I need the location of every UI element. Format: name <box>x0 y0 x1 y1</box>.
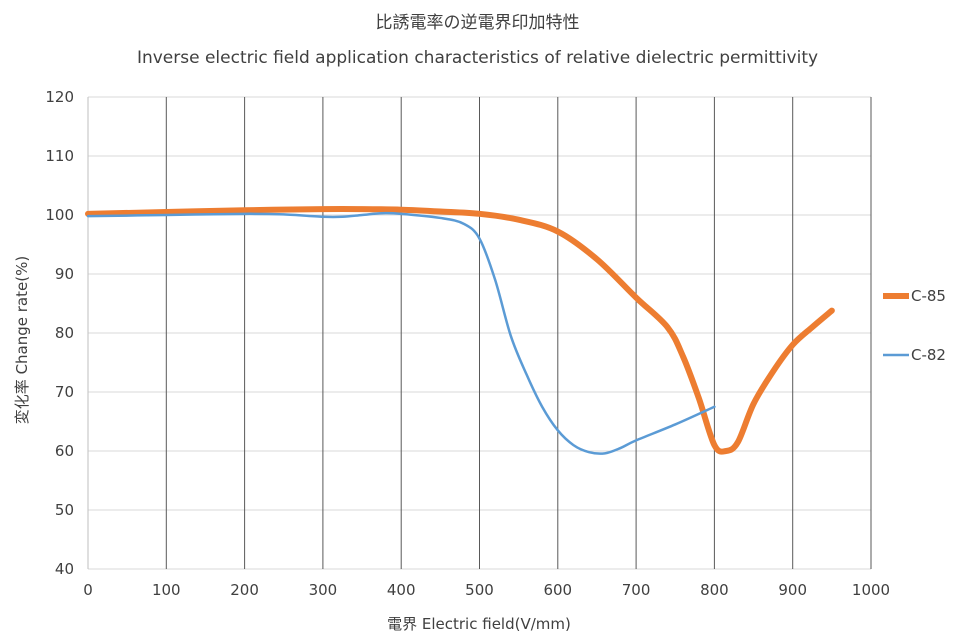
x-tick-label: 400 <box>387 581 416 599</box>
y-tick-label: 50 <box>55 501 74 519</box>
x-tick-label: 800 <box>700 581 729 599</box>
y-tick-label: 60 <box>55 442 74 460</box>
y-axis-label: 変化率 Change rate(%) <box>13 256 31 424</box>
y-tick-label: 70 <box>55 383 74 401</box>
x-tick-label: 100 <box>152 581 181 599</box>
y-tick-labels: 40 50 60 70 80 90 100 110 120 <box>45 88 74 578</box>
legend-label-c-82: C-82 <box>911 346 946 364</box>
x-tick-label: 1000 <box>852 581 890 599</box>
series-line-c-82 <box>86 211 716 455</box>
x-tick-label: 600 <box>543 581 572 599</box>
y-tick-label: 100 <box>45 206 74 224</box>
x-axis-label: 電界 Electric field(V/mm) <box>387 615 571 633</box>
chart-title: 比誘電率の逆電界印加特性 <box>375 13 580 33</box>
x-tick-label: 0 <box>83 581 93 599</box>
x-tick-label: 500 <box>465 581 494 599</box>
x-tick-label: 900 <box>778 581 807 599</box>
legend: C-85 C-82 <box>883 287 946 364</box>
x-tick-label: 300 <box>309 581 338 599</box>
chart-subtitle: Inverse electric field application chara… <box>136 48 819 68</box>
series-lines <box>85 205 835 455</box>
y-tick-label: 90 <box>55 265 74 283</box>
legend-label-c-85: C-85 <box>911 287 946 305</box>
x-tick-label: 700 <box>622 581 651 599</box>
x-tick-label: 200 <box>230 581 259 599</box>
x-tick-labels: 0 100 200 300 400 500 600 700 800 900 1000 <box>83 581 890 599</box>
series-line-c-85 <box>85 205 835 455</box>
y-tick-label: 40 <box>55 560 74 578</box>
y-tick-label: 120 <box>45 88 74 106</box>
y-tick-label: 80 <box>55 324 74 342</box>
y-tick-label: 110 <box>45 147 74 165</box>
